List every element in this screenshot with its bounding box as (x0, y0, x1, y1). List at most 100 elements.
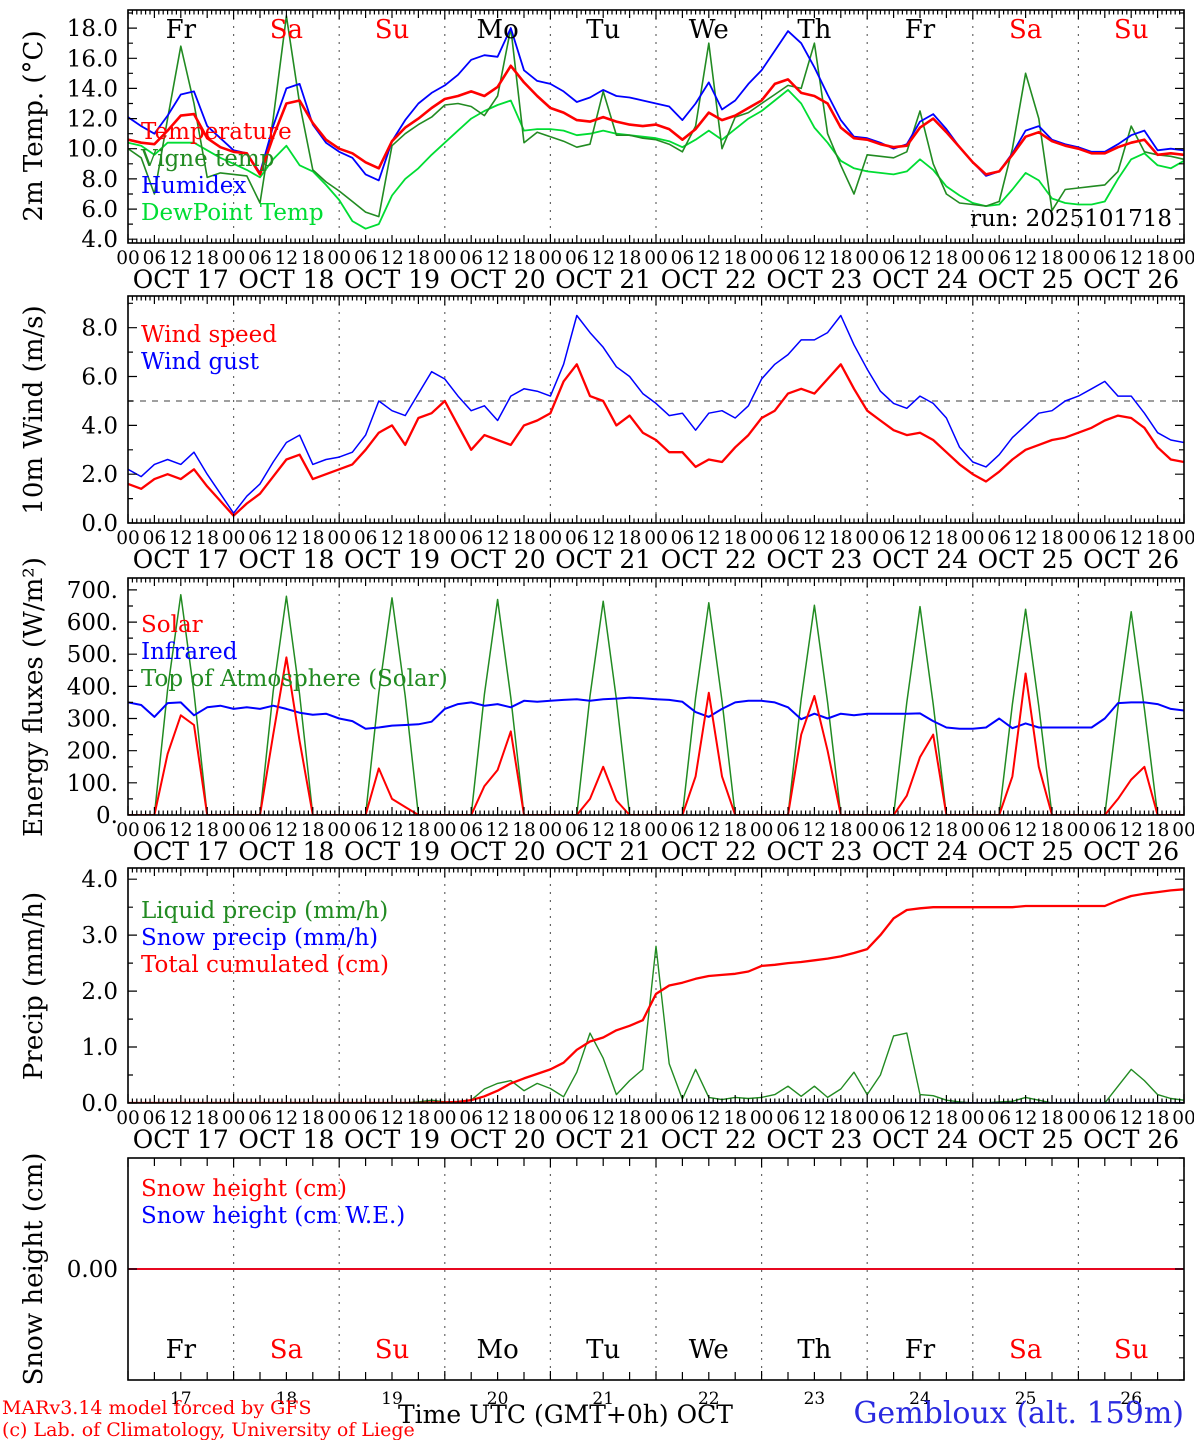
hour-tick-label: 00 (644, 1108, 668, 1129)
hour-tick-label: 18 (407, 820, 431, 841)
hour-tick-label: 00 (1172, 528, 1194, 549)
dewpoint-temp-line (128, 89, 1184, 230)
hour-tick-label: 00 (1067, 528, 1091, 549)
hour-tick-label: 18 (1040, 248, 1064, 269)
hour-tick-label: 18 (301, 820, 325, 841)
temperature-legend: Temperature Vigne temp Humidex DewPoint … (141, 119, 324, 227)
hour-tick-label: 00 (222, 528, 246, 549)
wind-legend: Wind speed Wind gust (141, 322, 277, 376)
hour-tick-label: 18 (195, 528, 219, 549)
hour-tick-label: 00 (222, 820, 246, 841)
hour-tick-label: 12 (1119, 528, 1143, 549)
hour-tick-label: 06 (565, 248, 589, 269)
hour-tick-label: 06 (671, 820, 695, 841)
hour-tick-label: 12 (908, 528, 932, 549)
hour-tick-label: 00 (327, 248, 351, 269)
hour-tick-label: 06 (459, 820, 483, 841)
hour-tick-label: 00 (539, 820, 563, 841)
wind-panel-series (128, 314, 1184, 517)
day-number-label: 24 (909, 1389, 931, 1409)
hour-tick-label: 18 (829, 528, 853, 549)
hour-tick-label: 12 (591, 528, 615, 549)
weekday-label: Sa (270, 15, 303, 45)
hour-tick-label: 18 (723, 528, 747, 549)
y-tick-label: 8.0 (81, 167, 118, 193)
hour-tick-label: 12 (380, 248, 404, 269)
hour-tick-label: 18 (407, 248, 431, 269)
hour-tick-label: 18 (301, 528, 325, 549)
hour-tick-label: 06 (143, 528, 167, 549)
day-number-label: 22 (698, 1389, 720, 1409)
hour-tick-label: 18 (512, 820, 536, 841)
temperature-line (128, 64, 1184, 176)
hour-tick-label: 00 (433, 528, 457, 549)
hour-tick-label: 18 (829, 1108, 853, 1129)
legend-temperature: Temperature (141, 119, 292, 145)
y-tick-label: 4.0 (81, 867, 118, 893)
infrared-line (128, 696, 1184, 730)
hour-tick-label: 00 (433, 820, 457, 841)
hour-tick-label: 18 (618, 820, 642, 841)
axis-ticks (127, 10, 1185, 243)
precip-panel: 0.01.02.03.04.000 06 12 18 00 06 12 18 00 06 12 18 0… (81, 867, 1194, 1154)
day-number-label: 17 (170, 1389, 192, 1409)
hour-tick-label: 06 (248, 820, 272, 841)
hour-tick-label: 06 (459, 248, 483, 269)
hour-tick-label: 00 (961, 820, 985, 841)
hour-tick-label: 18 (935, 528, 959, 549)
hour-tick-label: 18 (723, 248, 747, 269)
hour-tick-label: 12 (908, 248, 932, 269)
hour-tick-label: 06 (882, 528, 906, 549)
hour-tick-label: 06 (776, 528, 800, 549)
legend-toa-solar: Top of Atmosphere (Solar) (141, 666, 448, 692)
precip-legend: Liquid precip (mm/h) Snow precip (mm/h) … (141, 898, 389, 979)
date-label: OCT 21 (555, 545, 651, 574)
y-tick-label: 1.0 (81, 1035, 118, 1061)
hour-tick-label: 06 (776, 248, 800, 269)
y-tick-label: 2.0 (81, 462, 118, 488)
legend-infrared: Infrared (141, 639, 238, 665)
date-label: OCT 19 (344, 265, 440, 294)
date-label: OCT 26 (1083, 837, 1179, 866)
y-tick-label: 2.0 (81, 979, 118, 1005)
time-utc-label: Time UTC (GMT+0h) (398, 1400, 669, 1429)
y-tick-label: 300. (67, 707, 118, 733)
energy-panel: 0.100.200.300.400.500.600.700.00 06 12 18 00… (67, 577, 1194, 866)
hour-tick-label: 12 (591, 1108, 615, 1129)
hour-tick-label: 06 (882, 248, 906, 269)
hour-tick-label: 06 (143, 1108, 167, 1129)
hour-tick-label: 00 (222, 248, 246, 269)
date-label: OCT 25 (978, 265, 1074, 294)
hour-tick-label: 12 (169, 528, 193, 549)
hour-tick-label: 12 (908, 1108, 932, 1129)
hour-tick-label: 12 (486, 820, 510, 841)
day-number-label: 18 (276, 1389, 298, 1409)
hour-tick-label: 00 (750, 820, 774, 841)
weekday-label: We (689, 15, 729, 45)
hour-tick-label: 00 (116, 1108, 140, 1129)
hour-tick-label: 12 (1014, 1108, 1038, 1129)
hour-tick-label: 18 (1040, 820, 1064, 841)
weekday-label: Su (1114, 1335, 1149, 1365)
date-label: OCT 24 (872, 265, 968, 294)
date-label: OCT 24 (872, 545, 968, 574)
hour-tick-label: 18 (512, 248, 536, 269)
hour-tick-label: 12 (697, 528, 721, 549)
hour-tick-label: 06 (143, 248, 167, 269)
hour-tick-label: 12 (169, 248, 193, 269)
hour-tick-label: 00 (961, 1108, 985, 1129)
hour-tick-label: 00 (539, 248, 563, 269)
date-label: OCT 18 (238, 545, 334, 574)
hour-tick-label: 06 (354, 1108, 378, 1129)
hour-tick-label: 18 (1146, 528, 1170, 549)
date-label: OCT 23 (766, 265, 862, 294)
energy-panel-series (128, 593, 1184, 815)
hour-tick-label: 00 (855, 820, 879, 841)
hour-tick-label: 06 (987, 248, 1011, 269)
hour-tick-label: 00 (433, 1108, 457, 1129)
hour-tick-label: 12 (1014, 820, 1038, 841)
date-label: OCT 20 (450, 1125, 546, 1154)
hour-tick-label: 06 (1093, 248, 1117, 269)
